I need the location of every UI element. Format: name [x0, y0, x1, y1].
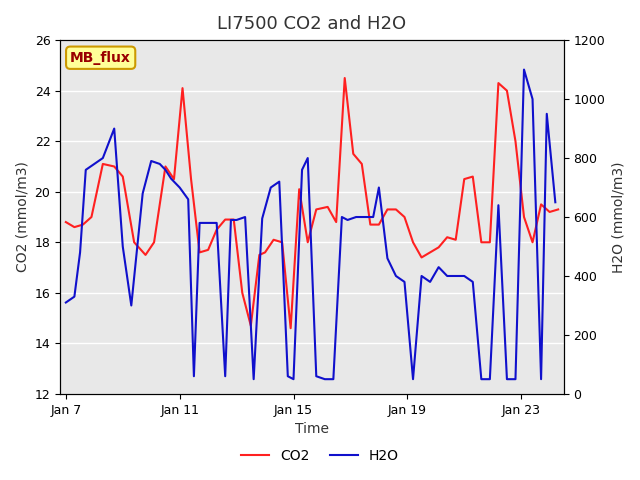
CO2 [204, 247, 212, 253]
Legend: CO2, H2O: CO2, H2O [236, 443, 404, 468]
H2O [495, 203, 502, 208]
CO2 [62, 219, 70, 225]
Text: MB_flux: MB_flux [70, 51, 131, 65]
CO2 [418, 254, 426, 260]
H2O [304, 155, 312, 161]
Y-axis label: H2O (mmol/m3): H2O (mmol/m3) [611, 161, 625, 273]
CO2 [554, 206, 562, 212]
H2O [250, 376, 257, 382]
Line: CO2: CO2 [66, 78, 558, 328]
H2O [552, 199, 559, 205]
CO2 [341, 75, 349, 81]
H2O [62, 300, 70, 305]
H2O [520, 67, 528, 72]
CO2 [426, 250, 434, 255]
H2O [162, 167, 170, 173]
X-axis label: Time: Time [295, 422, 329, 436]
Line: H2O: H2O [66, 70, 556, 379]
Y-axis label: CO2 (mmol/m3): CO2 (mmol/m3) [15, 162, 29, 273]
H2O [361, 214, 369, 220]
H2O [190, 373, 198, 379]
CO2 [79, 222, 87, 228]
CO2 [278, 240, 286, 245]
H2O [99, 155, 107, 161]
CO2 [287, 325, 294, 331]
Title: LI7500 CO2 and H2O: LI7500 CO2 and H2O [218, 15, 406, 33]
CO2 [88, 214, 95, 220]
